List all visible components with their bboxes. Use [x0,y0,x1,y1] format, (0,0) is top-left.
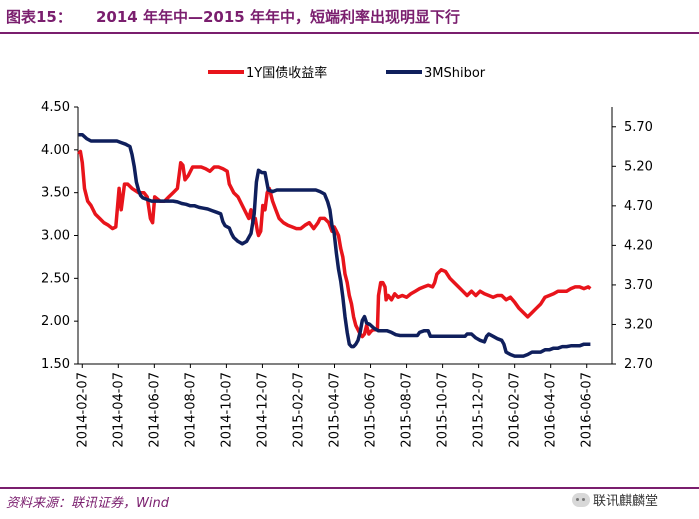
chart-series [77,132,592,358]
right-tick-label: 4.70 [624,199,653,214]
x-tick-label: 2016-06-07 [580,372,595,448]
wechat-icon [572,492,590,507]
chart-legend: 1Y国债收益率 3MShibor [208,65,486,81]
right-tick-label: 2.70 [624,357,653,372]
right-tick-label: 3.70 [624,278,653,293]
x-tick-label: 2016-02-07 [508,372,523,448]
left-tick-label: 4.00 [41,143,70,158]
right-tick-label: 3.20 [624,317,653,332]
x-tick-label: 2014-08-07 [183,372,198,448]
chart-axes: 1.50 2.00 2.50 3.00 3.50 4.00 4.50 2.70 3.20 3.70… [41,100,653,448]
left-tick-label: 2.50 [41,271,70,286]
x-tick-label: 2014-10-07 [219,372,234,448]
left-tick-label: 3.50 [41,186,70,201]
x-tick-label: 2015-12-07 [472,372,487,448]
left-tick-label: 2.00 [41,314,70,329]
legend-label-1y-treasury: 1Y国债收益率 [246,65,327,81]
x-tick-label: 2016-04-07 [544,372,559,448]
x-tick-label: 2015-02-07 [291,372,306,448]
x-tick-label: 2014-04-07 [111,372,126,448]
title-bar: 图表15： 2014 年年中—2015 年年中，短端利率出现明显下行 [0,0,699,32]
x-tick-label: 2014-12-07 [255,372,270,448]
right-tick-label: 5.20 [624,159,653,174]
figure-label: 图表15： [6,8,72,26]
source-note: 资料来源：联讯证券，Wind [6,496,169,511]
left-tick-label: 3.00 [41,229,70,244]
right-tick-label: 5.70 [624,120,653,135]
x-tick-label: 2015-06-07 [364,372,379,448]
bottom-rule [0,487,699,489]
series-line-3m-shibor [78,132,591,358]
x-tick-label: 2014-02-07 [75,372,90,448]
left-tick-label: 4.50 [41,100,70,115]
left-tick-label: 1.50 [41,357,70,372]
series-line-1y-treasury [77,149,592,339]
x-tick-label: 2015-10-07 [436,372,451,448]
chart-canvas: 1Y国债收益率 3MShibor 1.50 2.00 2.50 3.00 3.50 4.00… [41,65,653,448]
x-tick-label: 2015-08-07 [400,372,415,448]
x-tick-label: 2014-06-07 [147,372,162,448]
legend-label-3m-shibor: 3MShibor [424,66,486,81]
top-rule [0,32,699,34]
watermark-text: 联讯麒麟堂 [593,494,659,509]
x-tick-label: 2015-04-07 [328,372,343,448]
chart-title: 2014 年年中—2015 年年中，短端利率出现明显下行 [96,8,460,26]
watermark: 联讯麒麟堂 [572,490,658,509]
right-tick-label: 4.20 [624,238,653,253]
